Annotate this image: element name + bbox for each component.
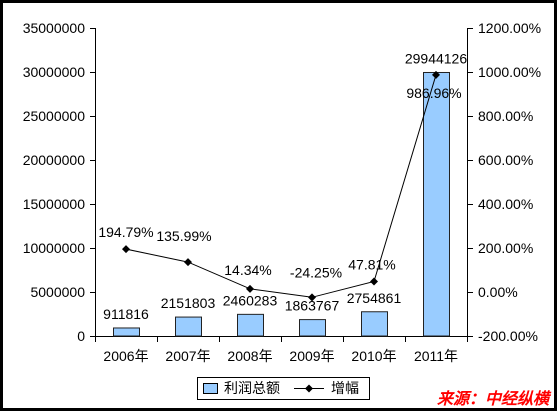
legend-box <box>197 377 370 400</box>
bar <box>237 313 264 337</box>
y-right-tick-label: 1000.00% <box>478 64 541 80</box>
bar <box>361 311 388 337</box>
line-data-label: 986.96% <box>406 85 461 101</box>
y-left-tick-label: 15000000 <box>23 196 86 212</box>
y-right-tick-label: 800.00% <box>478 108 533 124</box>
bar-data-label: 1863767 <box>285 298 340 314</box>
line-point-marker <box>432 70 440 79</box>
y-left-tick-label: 35000000 <box>23 20 86 36</box>
bar-data-label: 911816 <box>103 306 149 322</box>
line-point-marker <box>122 245 130 254</box>
y-right-tick-label: -200.00% <box>478 328 538 344</box>
line-data-label: 47.81% <box>348 256 395 272</box>
bar-data-label: 2754861 <box>347 290 402 306</box>
line-data-label: -24.25% <box>290 264 342 280</box>
legend-label-bar: 利润总额 <box>224 380 280 396</box>
x-category-label: 2009年 <box>289 348 334 364</box>
line-point-marker <box>246 284 254 293</box>
x-category-label: 2010年 <box>351 348 396 364</box>
y-left-tick-label: 25000000 <box>23 108 86 124</box>
x-category-label: 2011年 <box>414 348 458 364</box>
bar <box>299 319 326 337</box>
legend-swatch-bar <box>203 383 218 394</box>
bar <box>175 316 202 337</box>
y-left-tick-label: 10000000 <box>23 240 86 256</box>
line-data-label: 194.79% <box>98 224 153 240</box>
line-point-marker <box>308 293 316 302</box>
line-series <box>125 74 437 298</box>
legend-marker-diamond <box>305 384 313 393</box>
y-right-tick-label: 600.00% <box>478 152 533 168</box>
legend: 利润总额 增幅 <box>197 377 370 400</box>
plot-area: 0 5000000 10000000 15000000 20000000 25000000… <box>23 20 541 364</box>
y-left-tick-label: 20000000 <box>23 152 86 168</box>
y-right-tick-label: 400.00% <box>478 196 533 212</box>
bar-data-label: 2151803 <box>161 295 216 311</box>
x-category-label: 2006年 <box>103 348 148 364</box>
bar <box>423 71 450 337</box>
line-point-marker <box>184 258 192 267</box>
y-right-tick-label: 200.00% <box>478 240 533 256</box>
x-category-label: 2008年 <box>227 348 272 364</box>
y-left-tick-label: 30000000 <box>23 64 86 80</box>
line-data-label: 135.99% <box>156 228 211 244</box>
y-left-tick-label: 5000000 <box>30 284 85 300</box>
line-data-label: 14.34% <box>224 262 271 278</box>
y-left-tick-label: 0 <box>77 328 85 344</box>
y-right-tick-label: 0.00% <box>478 284 518 300</box>
line-point-marker <box>370 277 378 286</box>
bar-data-label: 29944126 <box>405 50 468 66</box>
legend-label-line: 增幅 <box>331 380 359 396</box>
y-right-tick-label: 1200.00% <box>478 20 541 36</box>
bar <box>113 327 140 337</box>
bar-data-label: 2460283 <box>223 292 278 308</box>
x-category-label: 2007年 <box>165 348 210 364</box>
source-label: 来源：中经纵横 <box>437 390 552 408</box>
